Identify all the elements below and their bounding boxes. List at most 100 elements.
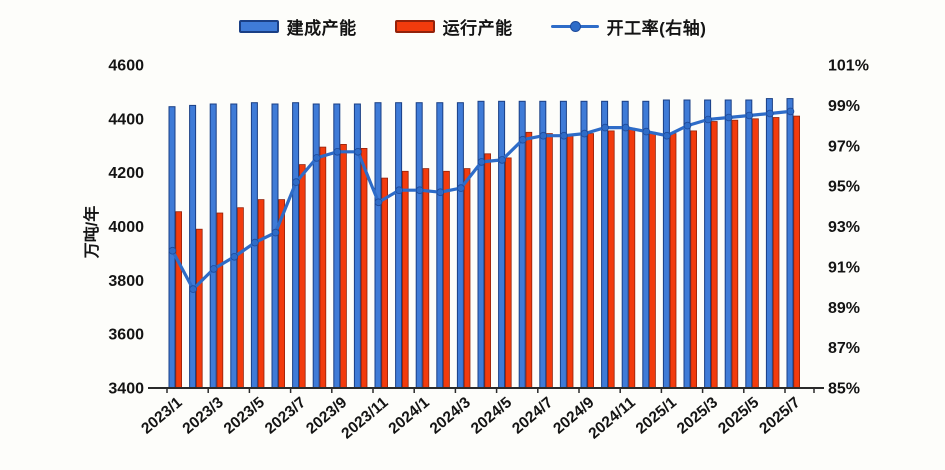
built-capacity-bar <box>704 99 712 389</box>
x-axis-tick-label: 2024/3 <box>427 394 475 438</box>
running-capacity-bar <box>463 168 471 389</box>
running-capacity-bar <box>731 119 739 389</box>
running-capacity-bar <box>401 170 409 389</box>
rate-line-marker-icon <box>569 21 581 32</box>
x-axis-tick-label: 2023/1 <box>138 394 186 438</box>
x-axis-tick-label: 2025/7 <box>756 394 803 438</box>
legend-label-rate: 开工率(右轴) <box>606 19 707 38</box>
built-capacity-swatch <box>238 20 279 33</box>
built-capacity-bar <box>312 103 320 389</box>
y-left-tick-label: 3800 <box>108 273 144 290</box>
y-left-tick-label: 4000 <box>108 219 144 236</box>
built-capacity-bar <box>209 103 217 389</box>
running-capacity-bar <box>319 146 327 389</box>
operating-rate-point <box>415 186 424 195</box>
operating-rate-point <box>436 188 445 197</box>
running-capacity-bar <box>711 121 718 389</box>
operating-rate-point <box>374 198 383 207</box>
operating-rate-point <box>189 285 197 293</box>
built-capacity-bar <box>333 103 341 389</box>
operating-rate-point <box>766 109 774 118</box>
operating-rate-point <box>745 111 754 120</box>
running-capacity-bar <box>690 130 697 389</box>
built-capacity-bar <box>436 102 444 389</box>
built-capacity-bar <box>271 103 279 389</box>
built-capacity-bar <box>786 98 794 389</box>
running-capacity-bar <box>237 207 244 389</box>
x-axis-tick-label: 2023/5 <box>221 394 269 438</box>
legend-item-built: 建成产能 <box>238 14 357 39</box>
running-capacity-bar <box>484 153 491 389</box>
running-capacity-bar <box>587 133 594 389</box>
built-capacity-bar <box>374 102 382 389</box>
x-axis-tick-label: 2024/11 <box>586 394 639 443</box>
y-axis-title: 万吨/年 <box>82 206 101 259</box>
y-left-tick-label: 4200 <box>108 165 144 182</box>
built-capacity-bar <box>415 102 423 389</box>
running-capacity-bar <box>546 133 553 389</box>
x-axis-tick-label: 2023/3 <box>180 394 228 438</box>
running-capacity-bar <box>628 127 636 389</box>
running-capacity-bar <box>504 157 512 389</box>
running-capacity-bar <box>257 199 265 389</box>
y-right-tick-label: 89% <box>828 300 860 317</box>
running-capacity-bar <box>195 228 203 389</box>
built-capacity-bar <box>477 100 485 389</box>
built-capacity-bar <box>662 99 670 389</box>
operating-rate-point <box>333 148 342 156</box>
operating-rate-point <box>498 156 506 164</box>
y-right-tick-label: 97% <box>828 138 860 155</box>
built-capacity-bar <box>601 100 609 389</box>
built-capacity-bar <box>642 100 650 389</box>
y-right-tick-label: 93% <box>828 219 860 236</box>
running-capacity-bar <box>360 147 368 389</box>
built-capacity-bar <box>621 100 629 389</box>
y-left-tick-label: 3400 <box>108 381 144 398</box>
operating-rate-point <box>209 265 218 273</box>
y-left-tick-label: 3600 <box>108 327 144 344</box>
operating-rate-point <box>642 127 651 136</box>
running-capacity-bar <box>752 118 759 389</box>
x-axis-tick-label: 2025/5 <box>715 394 763 438</box>
running-capacity-bar <box>566 134 574 389</box>
operating-rate-point <box>395 186 403 195</box>
y-right-tick-label: 85% <box>828 381 860 398</box>
y-right-tick-label: 99% <box>828 98 860 115</box>
running-capacity-bar <box>525 131 533 389</box>
y-left-tick-label: 4600 <box>108 58 144 75</box>
operating-rate-point <box>354 148 362 156</box>
running-capacity-bar <box>608 130 615 389</box>
running-capacity-bar <box>298 164 306 389</box>
built-capacity-bar <box>724 99 732 389</box>
operating-rate-point <box>724 113 733 122</box>
built-capacity-bar <box>353 103 361 389</box>
built-capacity-bar <box>456 102 464 389</box>
y-right-tick-label: 101% <box>828 58 869 75</box>
x-axis-tick-label: 2023/11 <box>338 394 391 443</box>
operating-rate-point <box>457 184 465 192</box>
built-capacity-bar <box>559 100 567 389</box>
operating-rate-point <box>683 121 692 130</box>
running-capacity-bar <box>175 211 183 389</box>
operating-rate-point <box>271 228 280 237</box>
built-capacity-bar <box>539 100 547 389</box>
chart-legend: 建成产能 运行产能 开工率(右轴) <box>0 14 945 39</box>
x-axis-tick-label: 2025/1 <box>633 394 681 438</box>
running-capacity-bar <box>216 212 224 389</box>
running-capacity-bar <box>278 199 285 389</box>
running-capacity-bar <box>793 115 800 389</box>
running-capacity-swatch <box>394 20 435 33</box>
legend-item-rate: 开工率(右轴) <box>550 14 707 39</box>
built-capacity-bar <box>395 102 403 389</box>
running-capacity-bar <box>340 143 347 389</box>
built-capacity-bar <box>292 102 300 389</box>
operating-rate-point <box>230 252 239 261</box>
x-axis-tick-label: 2023/7 <box>262 394 309 438</box>
built-capacity-bar <box>580 100 588 389</box>
y-left-tick-label: 4400 <box>108 111 144 128</box>
x-axis-tick-label: 2024/7 <box>509 394 556 438</box>
operating-rate-point <box>251 238 259 247</box>
built-capacity-bar <box>230 103 238 389</box>
y-right-tick-label: 91% <box>828 259 860 276</box>
operating-rate-point <box>560 131 568 140</box>
